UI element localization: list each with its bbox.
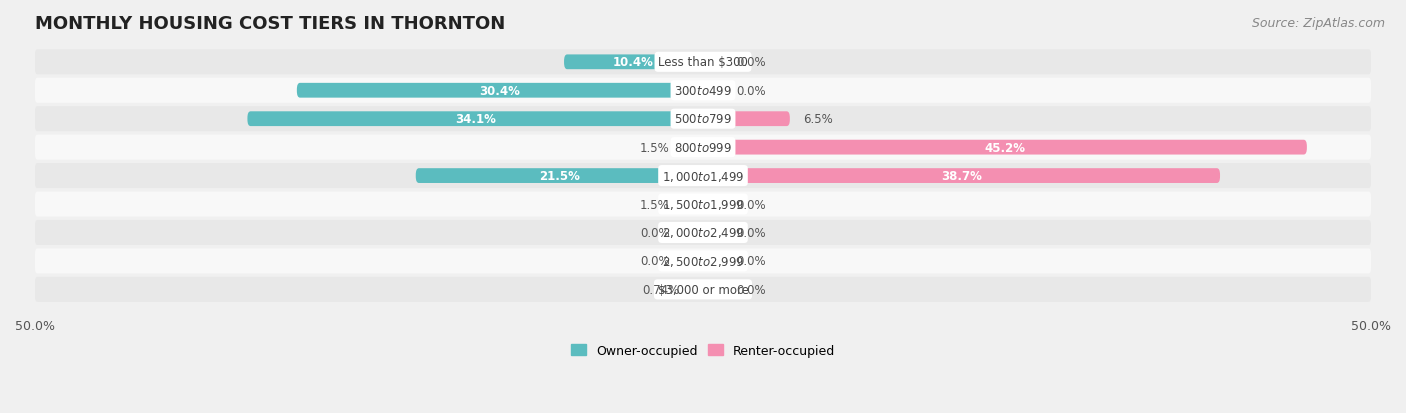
FancyBboxPatch shape: [683, 140, 703, 155]
Text: $3,000 or more: $3,000 or more: [658, 283, 748, 296]
FancyBboxPatch shape: [703, 169, 1220, 183]
Text: 6.5%: 6.5%: [803, 113, 832, 126]
FancyBboxPatch shape: [564, 55, 703, 70]
FancyBboxPatch shape: [416, 169, 703, 183]
Legend: Owner-occupied, Renter-occupied: Owner-occupied, Renter-occupied: [567, 339, 839, 362]
FancyBboxPatch shape: [703, 112, 790, 127]
Text: 21.5%: 21.5%: [538, 170, 579, 183]
Text: 1.5%: 1.5%: [640, 198, 669, 211]
FancyBboxPatch shape: [247, 112, 703, 127]
Text: Source: ZipAtlas.com: Source: ZipAtlas.com: [1251, 17, 1385, 29]
Text: 10.4%: 10.4%: [613, 56, 654, 69]
FancyBboxPatch shape: [35, 78, 1371, 104]
FancyBboxPatch shape: [35, 164, 1371, 189]
FancyBboxPatch shape: [297, 84, 703, 98]
Text: $1,000 to $1,499: $1,000 to $1,499: [662, 169, 744, 183]
Text: 0.0%: 0.0%: [737, 56, 766, 69]
Text: 0.0%: 0.0%: [640, 226, 669, 240]
Text: 34.1%: 34.1%: [454, 113, 496, 126]
Text: MONTHLY HOUSING COST TIERS IN THORNTON: MONTHLY HOUSING COST TIERS IN THORNTON: [35, 15, 505, 33]
Text: $300 to $499: $300 to $499: [673, 85, 733, 97]
Text: 1.5%: 1.5%: [640, 141, 669, 154]
Text: Less than $300: Less than $300: [658, 56, 748, 69]
Text: $2,500 to $2,999: $2,500 to $2,999: [662, 254, 744, 268]
Text: 0.74%: 0.74%: [643, 283, 679, 296]
Text: $1,500 to $1,999: $1,500 to $1,999: [662, 197, 744, 211]
FancyBboxPatch shape: [703, 140, 1306, 155]
FancyBboxPatch shape: [35, 249, 1371, 274]
FancyBboxPatch shape: [35, 277, 1371, 302]
Text: 38.7%: 38.7%: [941, 170, 981, 183]
Text: 0.0%: 0.0%: [737, 85, 766, 97]
Text: 0.0%: 0.0%: [737, 283, 766, 296]
Text: 45.2%: 45.2%: [984, 141, 1025, 154]
Text: 30.4%: 30.4%: [479, 85, 520, 97]
Text: 0.0%: 0.0%: [737, 255, 766, 268]
Text: 0.0%: 0.0%: [737, 226, 766, 240]
FancyBboxPatch shape: [35, 192, 1371, 217]
FancyBboxPatch shape: [683, 197, 703, 212]
FancyBboxPatch shape: [693, 282, 703, 297]
Text: $2,000 to $2,499: $2,000 to $2,499: [662, 226, 744, 240]
Text: $800 to $999: $800 to $999: [673, 141, 733, 154]
FancyBboxPatch shape: [35, 221, 1371, 245]
Text: 0.0%: 0.0%: [640, 255, 669, 268]
FancyBboxPatch shape: [35, 107, 1371, 132]
FancyBboxPatch shape: [35, 50, 1371, 75]
FancyBboxPatch shape: [35, 135, 1371, 160]
Text: 0.0%: 0.0%: [737, 198, 766, 211]
Text: $500 to $799: $500 to $799: [673, 113, 733, 126]
